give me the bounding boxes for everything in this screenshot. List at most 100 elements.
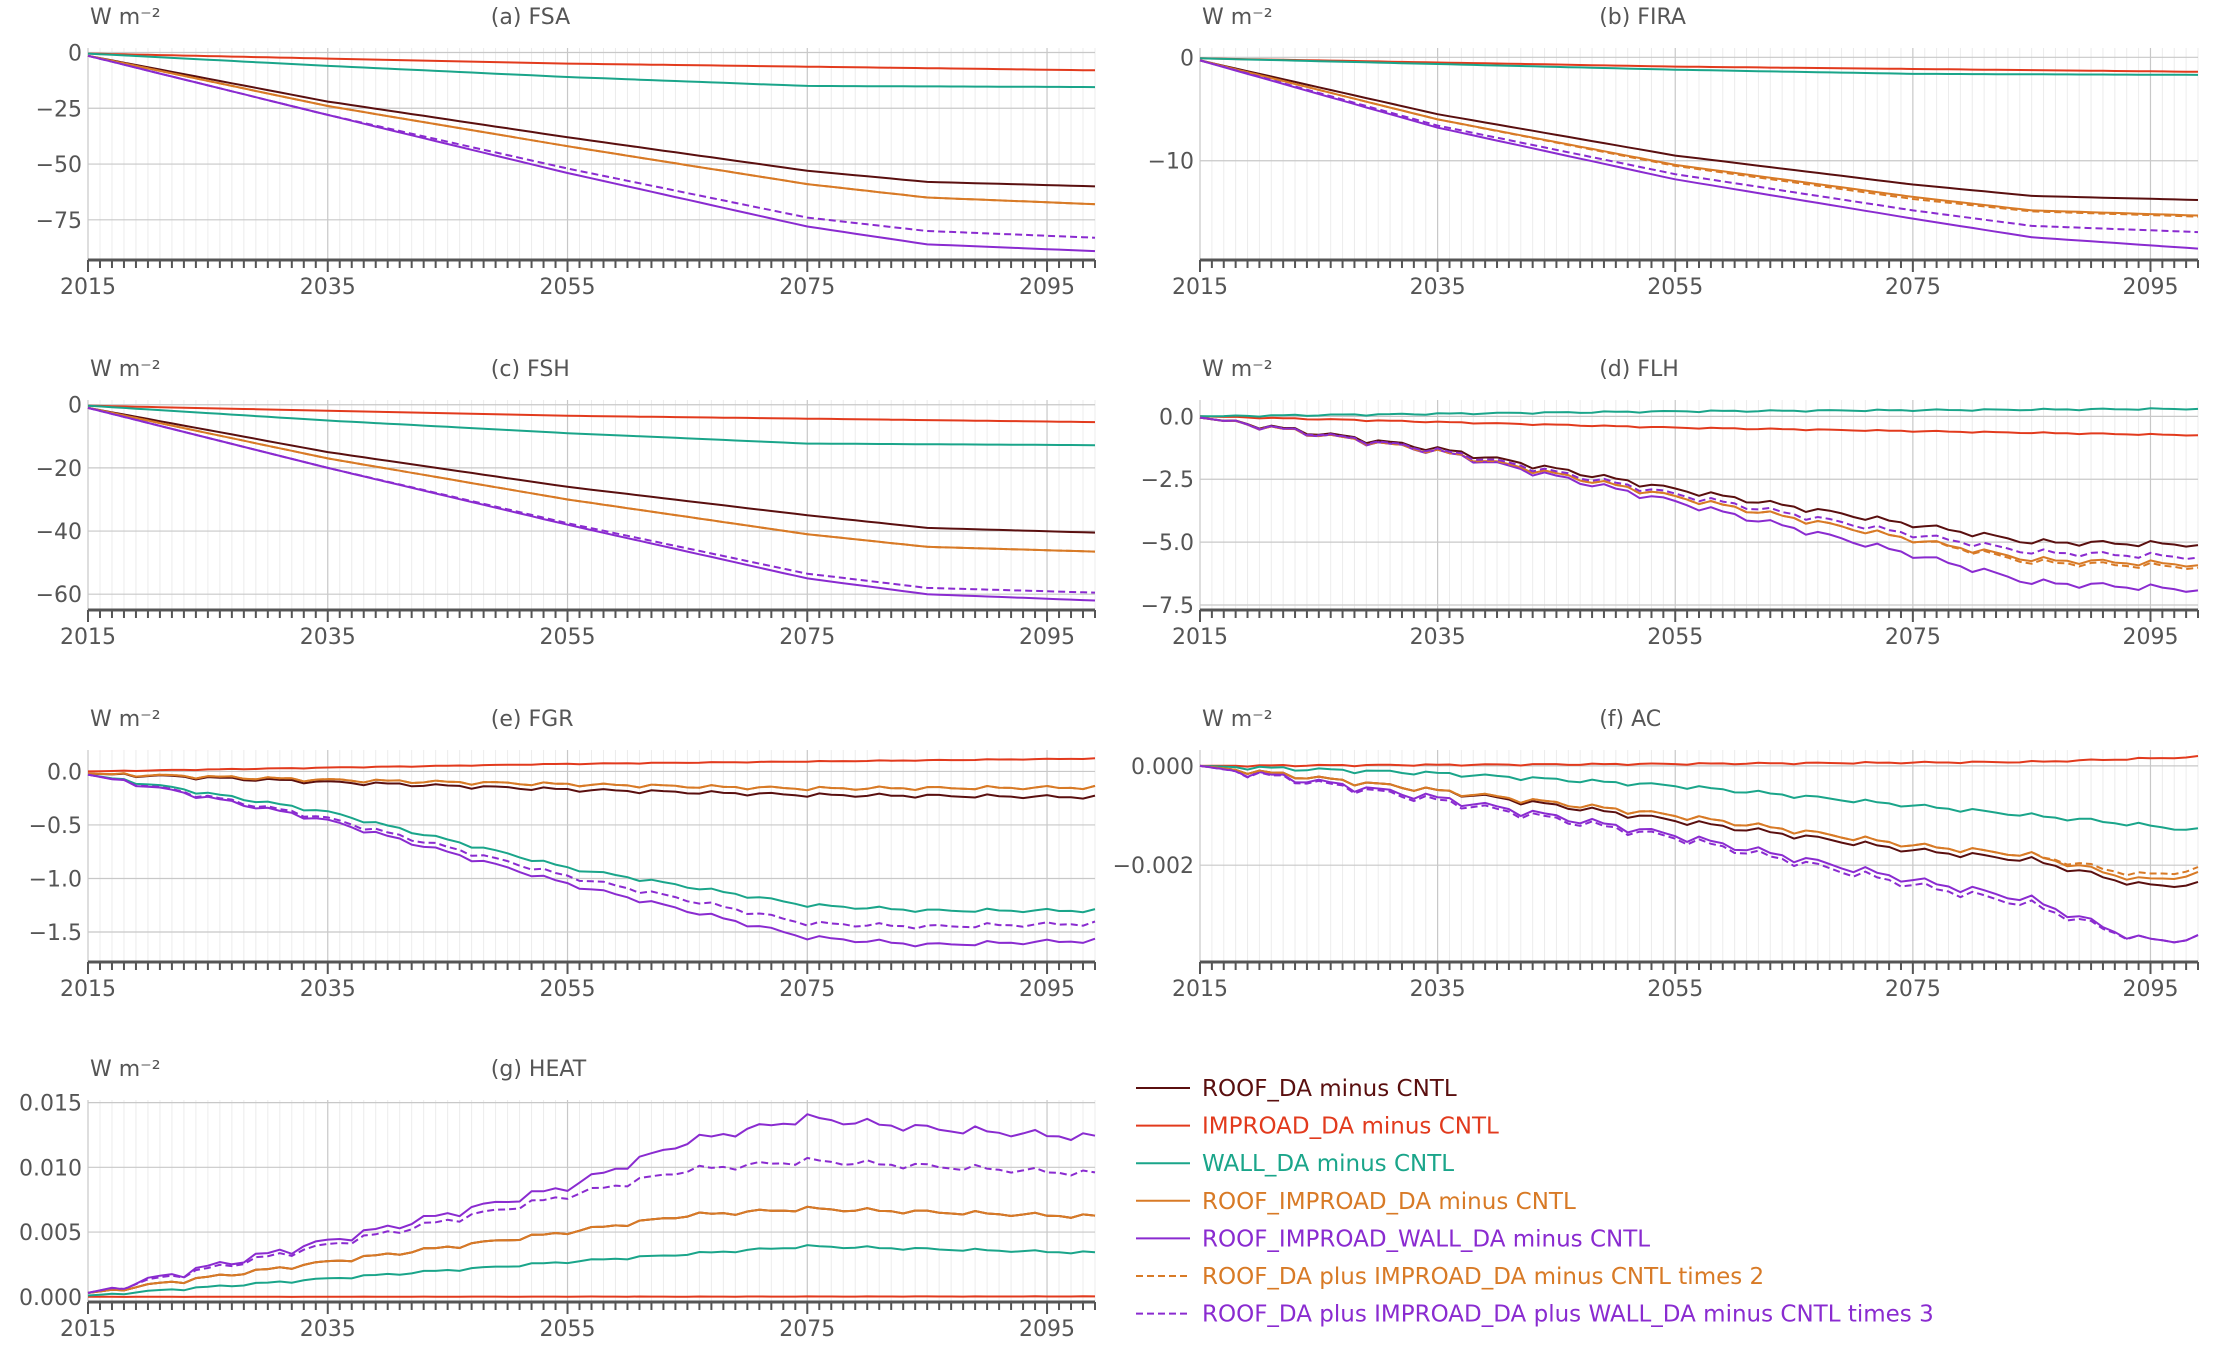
series-line-wall <box>87 404 1096 447</box>
panel-7: 0.000 0.005 0.010 0.015 2015 2035 2055 2075 2095… <box>19 1057 1096 1342</box>
legend-label: ROOF_DA plus IMPROAD_DA minus CNTL times… <box>1202 1264 1764 1290</box>
panel-title: (d) FLH <box>1599 357 1679 382</box>
y-tick-label: −75 <box>36 209 82 234</box>
series-line-all-sum <box>87 1156 1096 1294</box>
y-axis-unit-label: W m⁻² <box>90 5 161 30</box>
series-line-all-sum <box>1199 764 2199 944</box>
panel-2: 0 −10 2015 2035 2055 2075 2095 W m⁻² (b) FIRA <box>1148 5 2199 300</box>
legend-label: WALL_DA minus CNTL <box>1202 1151 1454 1177</box>
series-line-improad <box>87 404 1096 424</box>
series-line-improad <box>1199 57 2199 73</box>
y-tick-label: −20 <box>36 457 82 482</box>
series-line-roof <box>87 406 1096 534</box>
panel-3: 0 −20 −40 −60 2015 2035 2055 2075 2095 W m⁻² (c) F… <box>36 357 1096 650</box>
y-tick-label: −10 <box>1148 150 1194 175</box>
legend-label: ROOF_DA plus IMPROAD_DA plus WALL_DA min… <box>1202 1302 1934 1328</box>
series-line-all-sum <box>87 406 1096 594</box>
legend-label: IMPROAD_DA minus CNTL <box>1202 1114 1499 1140</box>
y-axis-unit-label: W m⁻² <box>90 707 161 732</box>
legend-label: ROOF_IMPROAD_WALL_DA minus CNTL <box>1202 1226 1650 1252</box>
y-tick-label: −25 <box>36 97 82 122</box>
x-tick-label: 2035 <box>300 625 356 650</box>
y-axis-unit-label: W m⁻² <box>1202 707 1273 732</box>
x-tick-label: 2095 <box>1019 275 1075 300</box>
series-line-all-sum <box>87 54 1096 239</box>
series-line-all-sum <box>87 773 1096 930</box>
panel-title: (f) AC <box>1599 707 1661 732</box>
series-line-improad <box>1199 415 2199 437</box>
panel-6: 0.000 −0.002 2015 2035 2055 2075 2095 W m⁻² (f) … <box>1113 707 2199 1002</box>
x-tick-label: 2015 <box>60 275 116 300</box>
x-tick-label: 2075 <box>779 275 835 300</box>
series-line-improad <box>87 757 1096 773</box>
series-line-all <box>87 54 1096 253</box>
y-tick-label: −40 <box>36 520 82 545</box>
y-tick-label: −50 <box>36 153 82 178</box>
x-tick-label: 2055 <box>1647 275 1703 300</box>
x-tick-label: 2075 <box>779 1317 835 1342</box>
y-tick-label: −60 <box>36 583 82 608</box>
x-tick-label: 2075 <box>1885 275 1941 300</box>
x-tick-label: 2095 <box>2122 275 2178 300</box>
x-tick-label: 2015 <box>60 625 116 650</box>
panel-title: (a) FSA <box>491 5 570 30</box>
x-tick-label: 2035 <box>300 977 356 1002</box>
panel-4: 0.0 −2.5 −5.0 −7.5 2015 2035 2055 2075 2095 W m⁻²… <box>1141 357 2199 650</box>
x-tick-label: 2095 <box>1019 977 1075 1002</box>
series-line-roof_improad-sum <box>87 772 1096 792</box>
y-tick-label: −7.5 <box>1141 594 1194 619</box>
x-tick-label: 2015 <box>1172 275 1228 300</box>
series-line-roof_improad-sum <box>87 54 1096 206</box>
x-tick-label: 2055 <box>1647 625 1703 650</box>
series-line-improad <box>87 52 1096 72</box>
series-line-wall <box>1199 764 2199 831</box>
y-tick-label: 0 <box>1180 46 1194 71</box>
y-tick-label: 0 <box>68 41 82 66</box>
x-tick-label: 2035 <box>1410 275 1466 300</box>
series-line-all-sum <box>1199 59 2199 234</box>
x-tick-label: 2095 <box>2122 625 2178 650</box>
series-line-roof <box>87 54 1096 188</box>
legend: ROOF_DA minus CNTL IMPROAD_DA minus CNTL W… <box>1136 1076 1934 1328</box>
panel-5: 0.0 −0.5 −1.0 −1.5 2015 2035 2055 2075 2095 W m⁻²… <box>29 707 1096 1002</box>
x-tick-label: 2095 <box>1019 1317 1075 1342</box>
x-tick-label: 2015 <box>60 977 116 1002</box>
y-tick-label: 0.0 <box>1159 405 1194 430</box>
y-tick-label: −0.002 <box>1113 854 1194 879</box>
series-line-improad <box>1199 755 2199 768</box>
series-line-all <box>1199 764 2199 944</box>
panel-1: 0 −25 −50 −75 2015 2035 2055 2075 2095 W m⁻² (a) F… <box>36 5 1096 300</box>
y-tick-label: −5.0 <box>1141 531 1194 556</box>
y-tick-label: −2.5 <box>1141 468 1194 493</box>
series-line-roof_improad-sum <box>1199 764 2199 877</box>
y-tick-label: 0.000 <box>1131 755 1194 780</box>
x-tick-label: 2015 <box>1172 977 1228 1002</box>
x-tick-label: 2015 <box>1172 625 1228 650</box>
panel-title: (g) HEAT <box>491 1057 587 1082</box>
series-line-wall <box>87 773 1096 914</box>
y-axis-unit-label: W m⁻² <box>1202 5 1273 30</box>
x-tick-label: 2075 <box>1885 977 1941 1002</box>
panel-title: (c) FSH <box>491 357 570 382</box>
series-line-all <box>87 1113 1096 1294</box>
x-tick-label: 2095 <box>1019 625 1075 650</box>
series-line-roof_improad-sum <box>87 1205 1096 1294</box>
series-line-all <box>1199 59 2199 250</box>
y-axis-unit-label: W m⁻² <box>1202 357 1273 382</box>
series-line-roof <box>1199 59 2199 201</box>
series-line-improad <box>88 1295 1096 1298</box>
x-tick-label: 2075 <box>779 625 835 650</box>
series-line-wall <box>87 1244 1096 1297</box>
x-tick-label: 2055 <box>540 977 596 1002</box>
x-tick-label: 2055 <box>1647 977 1703 1002</box>
series-line-all <box>87 773 1096 948</box>
series-line-wall <box>87 52 1096 89</box>
y-tick-label: 0 <box>68 394 82 419</box>
y-tick-label: 0.015 <box>19 1092 82 1117</box>
y-tick-label: 0.000 <box>19 1286 82 1311</box>
y-tick-label: 0.005 <box>19 1221 82 1246</box>
series-line-roof_improad-sum <box>87 406 1096 553</box>
x-tick-label: 2055 <box>540 275 596 300</box>
y-tick-label: −0.5 <box>29 814 82 839</box>
x-tick-label: 2055 <box>540 1317 596 1342</box>
